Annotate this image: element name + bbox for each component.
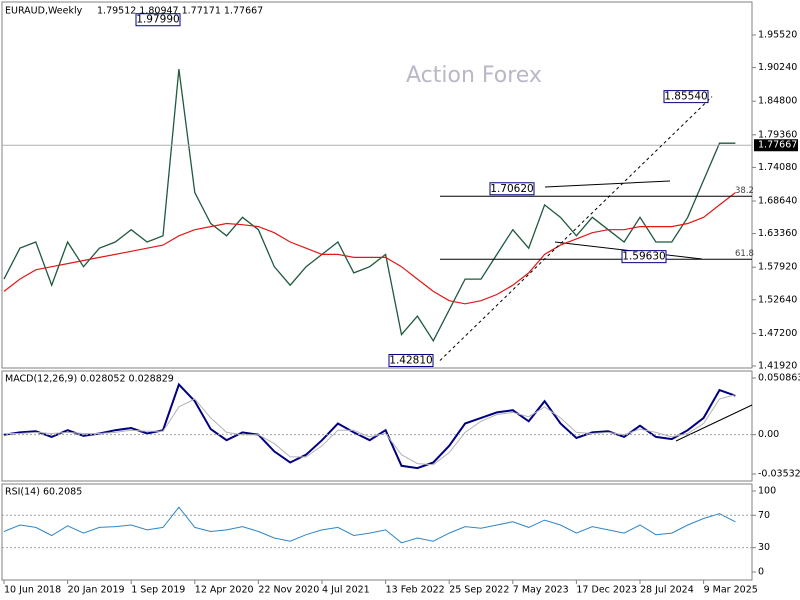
macd-title: MACD(12,26,9) 0.028052 0.028829 <box>5 374 174 385</box>
trend-line <box>544 180 671 188</box>
series-line <box>3 506 736 544</box>
y-tick-label: 100 <box>758 485 776 496</box>
series-line <box>3 69 736 343</box>
y-tick-label: 1.41920 <box>758 361 797 372</box>
y-tick-label: 70 <box>758 510 770 521</box>
series-line <box>4 394 736 466</box>
ohlc-text: 1.79512 1.80947 1.77171 1.77667 <box>97 6 263 17</box>
x-tick-label: 28 Jul 2024 <box>640 585 694 596</box>
last-price-label: 1.77667 <box>758 140 797 151</box>
x-tick-label: 13 Feb 2022 <box>386 585 445 596</box>
x-tick-label: 22 Nov 2020 <box>258 585 319 596</box>
y-tick-label: 1.95520 <box>758 29 797 40</box>
price-panel <box>1 1 753 369</box>
annotation-label: 1.97990 <box>136 14 179 26</box>
chart-title: EURAUD,Weekly <box>5 6 83 17</box>
x-tick-label: 7 May 2023 <box>513 585 569 596</box>
rsi-panel <box>1 483 753 581</box>
y-tick-label: 1.79360 <box>758 129 797 140</box>
series-line <box>3 192 736 305</box>
fib-label: 61.8 <box>735 249 754 259</box>
y-tick-label: -0.035322 <box>758 468 800 479</box>
fib-label: 38.2 <box>735 186 754 196</box>
y-tick-label: 0.050863 <box>758 373 800 384</box>
y-tick-label: 30 <box>758 542 770 553</box>
y-tick-label: 1.52640 <box>758 294 797 305</box>
x-tick-label: 20 Jan 2019 <box>68 585 125 596</box>
x-tick-label: 1 Sep 2019 <box>131 585 185 596</box>
y-tick-label: 1.90240 <box>758 62 797 73</box>
y-tick-label: 1.63360 <box>758 228 797 239</box>
annotation-box <box>135 13 181 27</box>
annotation-label: 1.85540 <box>664 91 707 103</box>
y-tick-label: 1.47200 <box>758 328 797 339</box>
x-tick-label: 25 Sep 2022 <box>449 585 509 596</box>
y-tick-label: 1.57920 <box>758 262 797 273</box>
x-tick-label: 17 Dec 2023 <box>576 585 637 596</box>
last-price-box <box>754 139 798 152</box>
annotation-box <box>489 182 535 196</box>
x-tick-label: 4 Jul 2021 <box>322 585 370 596</box>
y-tick-label: 0.00 <box>758 429 779 440</box>
y-tick-label: 1.84800 <box>758 96 797 107</box>
macd-panel <box>1 370 753 482</box>
x-tick-label: 12 Apr 2020 <box>195 585 254 596</box>
annotation-box <box>663 90 709 104</box>
x-tick-label: 9 Mar 2025 <box>704 585 758 596</box>
watermark: Action Forex <box>406 63 542 88</box>
annotation-box <box>621 250 667 264</box>
y-tick-label: 1.68640 <box>758 195 797 206</box>
annotation-box <box>388 354 434 368</box>
rsi-title: RSI(14) 60.2085 <box>5 487 82 498</box>
x-tick-label: 10 Jun 2018 <box>4 585 61 596</box>
y-tick-label: 1.74080 <box>758 162 797 173</box>
annotation-label: 1.70620 <box>490 183 533 195</box>
annotation-label: 1.42810 <box>389 355 432 367</box>
annotation-label: 1.59630 <box>622 251 665 263</box>
trend-line <box>675 404 753 442</box>
y-tick-label: 0 <box>758 566 764 577</box>
